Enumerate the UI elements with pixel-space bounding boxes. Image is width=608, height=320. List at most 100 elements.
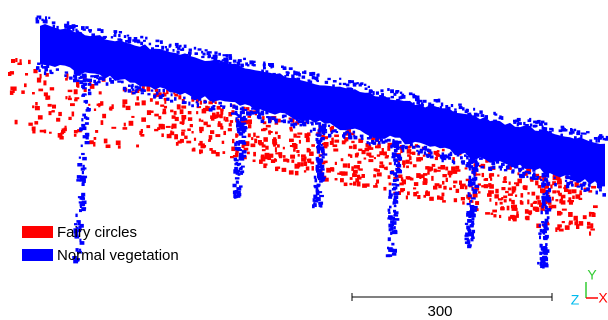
point (140, 134, 144, 137)
point (503, 177, 506, 181)
point (184, 45, 187, 48)
point (376, 91, 379, 94)
point (226, 54, 229, 58)
point (353, 144, 357, 149)
point (393, 179, 397, 182)
point (348, 80, 351, 83)
point (234, 159, 239, 161)
point (74, 75, 76, 77)
point (448, 154, 450, 156)
point (319, 195, 324, 197)
point (195, 53, 198, 55)
point (262, 116, 265, 120)
point (87, 79, 92, 83)
point (538, 232, 541, 235)
axis-label: X (598, 290, 608, 306)
point (81, 168, 85, 171)
point (562, 221, 565, 223)
point (472, 187, 474, 190)
point (82, 114, 86, 117)
point (365, 88, 368, 91)
point (75, 214, 77, 217)
point (75, 97, 80, 99)
point (299, 140, 301, 144)
point (433, 186, 437, 190)
point (81, 95, 85, 97)
point (52, 110, 55, 112)
point (184, 136, 187, 139)
point (440, 165, 445, 170)
point (69, 96, 71, 98)
point (251, 108, 254, 110)
point (511, 164, 515, 167)
point (132, 39, 136, 42)
point (485, 212, 490, 215)
point (52, 21, 56, 24)
point (545, 219, 549, 223)
point (532, 192, 536, 196)
point (200, 101, 202, 105)
point (98, 103, 100, 107)
point (570, 177, 574, 181)
point (414, 182, 418, 186)
point (525, 209, 529, 214)
point (36, 20, 40, 24)
point (549, 131, 552, 135)
point (94, 109, 96, 111)
point (263, 163, 266, 168)
point (188, 102, 190, 106)
point (277, 144, 280, 147)
point (286, 74, 289, 77)
point (241, 155, 246, 158)
point (288, 121, 291, 124)
point (426, 154, 429, 157)
point (471, 221, 474, 225)
point (253, 160, 256, 163)
point (453, 181, 457, 184)
point (81, 124, 85, 127)
point (91, 33, 95, 36)
point (231, 112, 235, 114)
point (540, 244, 542, 247)
point (101, 120, 104, 125)
point (510, 215, 515, 219)
point (102, 114, 106, 118)
point (289, 127, 292, 130)
point (177, 47, 180, 50)
point (406, 196, 408, 200)
point (466, 226, 469, 230)
point (81, 145, 83, 148)
point (82, 180, 86, 184)
point (307, 148, 310, 153)
point (293, 134, 296, 138)
point (343, 83, 346, 85)
point (296, 78, 300, 81)
point (293, 123, 297, 126)
point (339, 83, 342, 85)
point (335, 131, 338, 133)
point (233, 184, 237, 188)
point (373, 142, 377, 145)
point (538, 185, 541, 188)
point (470, 158, 473, 161)
point (240, 167, 243, 170)
point (334, 135, 339, 138)
point (425, 192, 429, 195)
point (395, 184, 399, 187)
point (420, 149, 423, 152)
point (263, 128, 268, 130)
point (81, 118, 83, 121)
point (348, 135, 352, 139)
point (375, 183, 377, 187)
point (436, 107, 440, 111)
point (270, 63, 274, 65)
point (542, 175, 547, 177)
point (137, 40, 140, 43)
point (501, 206, 504, 210)
point (209, 148, 212, 151)
point (275, 132, 278, 135)
point (374, 168, 378, 171)
point (65, 96, 67, 99)
point (444, 154, 447, 157)
point (237, 129, 239, 132)
